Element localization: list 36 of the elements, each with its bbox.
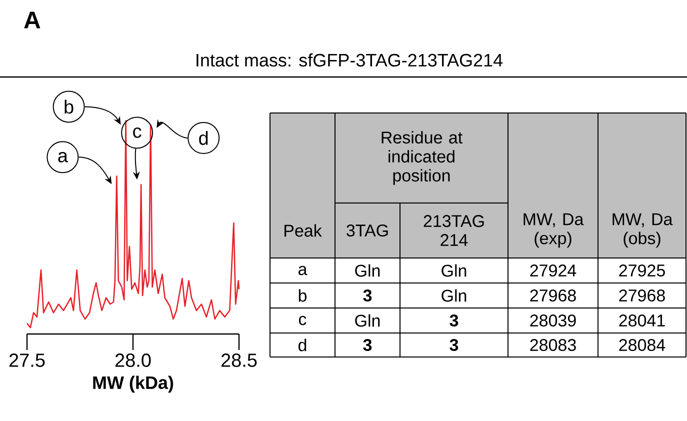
text: b	[298, 289, 307, 302]
annotation: b	[64, 100, 74, 114]
text: 3	[450, 338, 458, 352]
text: A	[24, 12, 40, 28]
text: 3	[450, 314, 458, 327]
text: Peak	[284, 224, 322, 237]
text: a	[298, 266, 308, 276]
x-tick-label: 27.5	[9, 354, 45, 367]
text: MW, Da (exp)	[524, 213, 584, 248]
text: Gln	[355, 314, 380, 327]
annotation: c	[133, 127, 142, 138]
text: d	[298, 338, 306, 352]
text: Gln	[442, 289, 466, 302]
text: 213TAG 214	[424, 215, 484, 246]
annotation: d	[199, 130, 208, 145]
text: 27968	[619, 289, 665, 302]
text: 3	[363, 289, 372, 302]
text: 28039	[530, 314, 576, 327]
text: 3TAG	[346, 224, 388, 237]
text: Gln	[355, 264, 380, 277]
text: Residue at indicated position	[382, 131, 462, 185]
x-axis-title: MW (kDa)	[93, 376, 174, 393]
text: 28041	[619, 314, 665, 327]
text: 28084	[619, 338, 666, 352]
text: c	[298, 316, 306, 326]
text: MW, Da (obs)	[612, 213, 673, 248]
x-tick-label: 28.5	[221, 354, 257, 367]
text: Intact mass: sfGFP-3TAG-213TAG214	[196, 53, 503, 67]
text: Gln	[442, 264, 466, 277]
text: 3	[363, 338, 372, 352]
annotation: a	[58, 152, 68, 162]
text: 28083	[530, 338, 576, 352]
text: 27924	[530, 264, 576, 277]
text: 27968	[530, 289, 576, 302]
x-tick-label: 28.0	[115, 354, 151, 367]
text: 27925	[619, 264, 665, 277]
